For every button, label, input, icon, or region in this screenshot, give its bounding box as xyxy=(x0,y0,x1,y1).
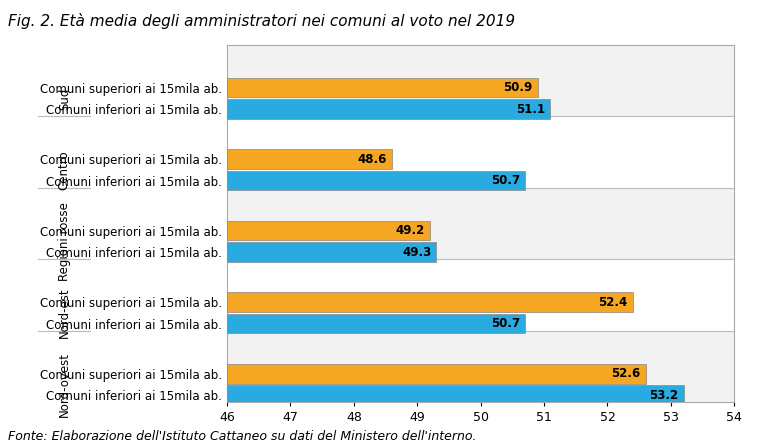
Bar xyxy=(227,78,537,97)
Text: 49.2: 49.2 xyxy=(396,224,425,237)
Text: 49.3: 49.3 xyxy=(402,245,431,259)
Text: Nord-ovest: Nord-ovest xyxy=(58,352,71,417)
Text: 50.7: 50.7 xyxy=(491,317,520,330)
Text: Fonte: Elaborazione dell'Istituto Cattaneo su dati del Ministero dell'interno.: Fonte: Elaborazione dell'Istituto Cattan… xyxy=(8,430,476,443)
Text: Regioni rosse: Regioni rosse xyxy=(58,202,71,281)
Text: 50.7: 50.7 xyxy=(491,174,520,187)
Bar xyxy=(227,331,734,402)
Text: Fig. 2. Età media degli amministratori nei comuni al voto nel 2019: Fig. 2. Età media degli amministratori n… xyxy=(8,13,515,30)
Bar xyxy=(227,242,436,262)
Text: Sud: Sud xyxy=(58,87,71,110)
Bar xyxy=(227,221,430,240)
Text: 50.9: 50.9 xyxy=(503,81,533,94)
Bar xyxy=(227,149,392,169)
Text: 53.2: 53.2 xyxy=(650,388,678,402)
Text: Nord-est: Nord-est xyxy=(58,287,71,338)
Text: 52.4: 52.4 xyxy=(599,295,628,309)
Bar xyxy=(227,364,646,384)
Bar xyxy=(227,45,734,116)
Text: 51.1: 51.1 xyxy=(516,102,545,116)
Bar xyxy=(227,99,550,119)
Text: 52.6: 52.6 xyxy=(611,367,640,380)
Bar xyxy=(227,314,525,333)
Text: 48.6: 48.6 xyxy=(357,152,387,166)
Bar xyxy=(227,116,734,188)
Bar xyxy=(227,188,734,259)
Bar xyxy=(227,171,525,190)
Bar xyxy=(227,259,734,331)
Bar xyxy=(227,292,633,312)
Bar xyxy=(227,385,684,405)
Text: Centro: Centro xyxy=(58,150,71,190)
